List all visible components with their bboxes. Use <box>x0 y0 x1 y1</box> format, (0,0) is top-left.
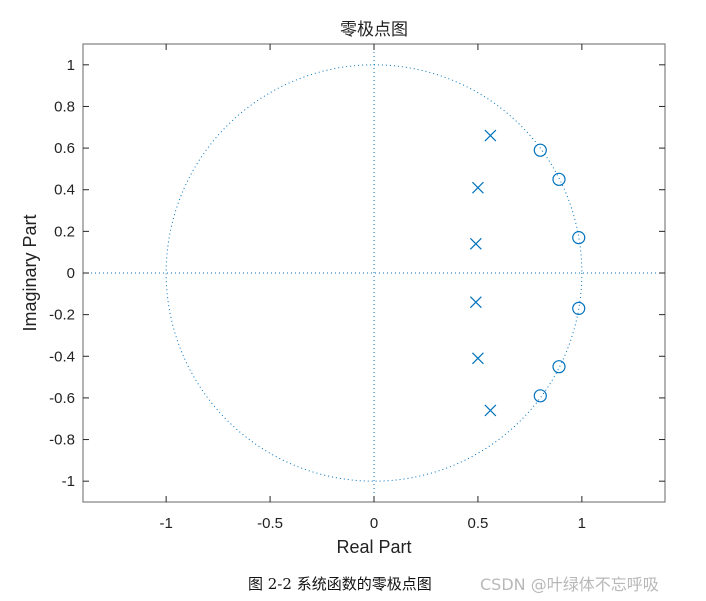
watermark: CSDN @叶绿体不忘呼吸 <box>480 575 659 594</box>
y-tick-label: -1 <box>62 473 75 490</box>
y-tick-label: 0.8 <box>54 98 75 115</box>
y-tick-label: -0.8 <box>49 432 75 449</box>
zero-marker <box>552 172 566 186</box>
y-tick-label: -0.4 <box>49 348 75 365</box>
y-tick-label: 0.2 <box>54 223 75 240</box>
y-axis-label: Imaginary Part <box>20 214 40 331</box>
chart-title: 零极点图 <box>340 20 408 40</box>
y-tick-label: -0.6 <box>49 390 75 407</box>
pole-marker <box>484 404 497 417</box>
x-tick-label: -0.5 <box>257 515 283 532</box>
zero-marker <box>552 360 566 374</box>
y-tick-label: 0.6 <box>54 140 75 157</box>
y-tick-label: 1 <box>67 57 75 74</box>
x-tick-label: 0.5 <box>467 515 488 532</box>
zero-marker <box>533 143 547 157</box>
y-axis-ticks: 1 0.8 0.6 0.4 0.2 0 -0.2 -0.4 -0.6 -0.8 -1 <box>49 57 665 490</box>
y-tick-label: -0.2 <box>49 307 75 324</box>
x-axis-ticks: -1 -0.5 0 0.5 1 <box>159 44 586 532</box>
pole-marker <box>472 352 484 365</box>
zero-marker <box>533 389 547 403</box>
zero-marker <box>572 301 586 315</box>
pole-marker <box>469 237 482 250</box>
figure-caption: 图 2-2 系统函数的零极点图 <box>248 575 432 593</box>
zero-marker <box>572 231 586 245</box>
x-tick-label: -1 <box>159 515 172 532</box>
x-tick-label: 1 <box>578 515 586 532</box>
y-tick-label: 0 <box>67 265 75 282</box>
pole-marker <box>472 181 484 194</box>
markers <box>469 129 586 417</box>
x-axis-label: Real Part <box>336 537 411 557</box>
x-tick-label: 0 <box>370 515 378 532</box>
y-tick-label: 0.4 <box>54 182 75 199</box>
reference-lines <box>83 44 665 502</box>
unit-circle <box>165 64 583 482</box>
pole-marker <box>484 129 497 142</box>
pole-marker <box>469 296 482 309</box>
